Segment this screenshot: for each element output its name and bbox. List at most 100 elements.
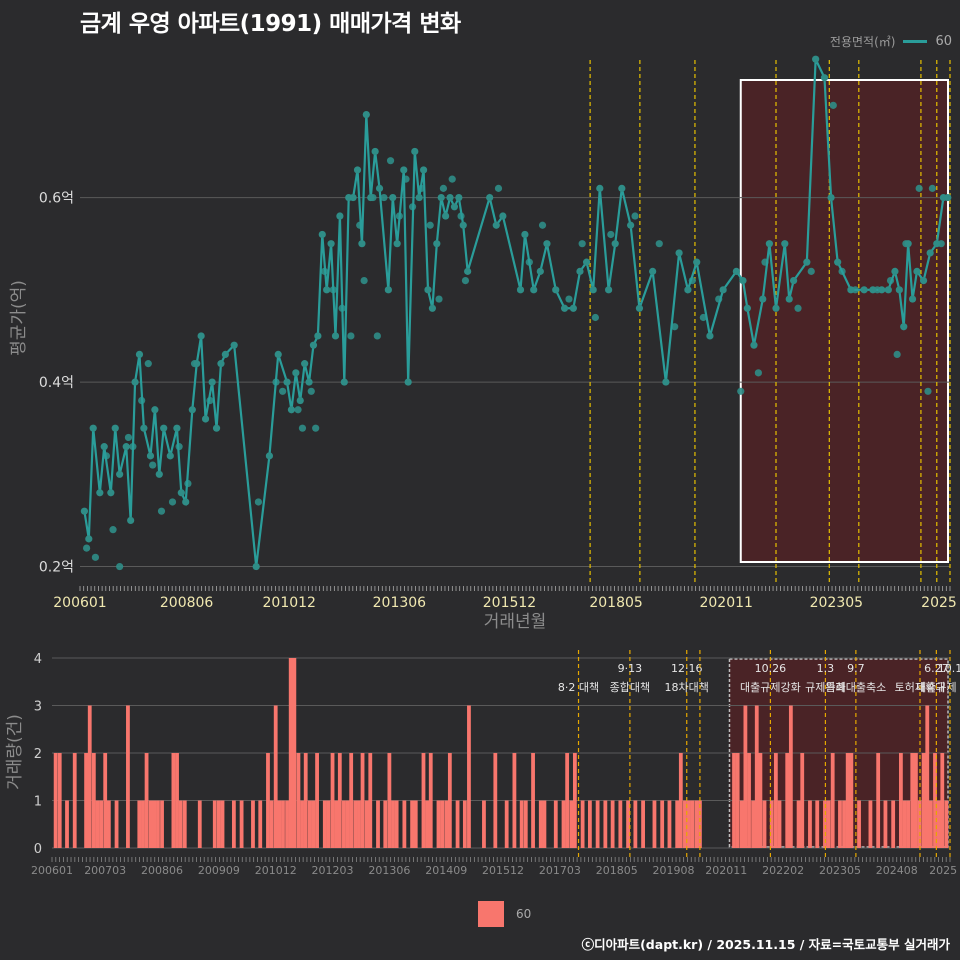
- price-point: [450, 203, 459, 211]
- y-tick-label: 0.4억: [39, 375, 74, 391]
- price-point: [904, 240, 912, 248]
- price-point: [177, 489, 185, 497]
- volume-bar: [220, 800, 225, 848]
- volume-bar: [334, 800, 339, 848]
- price-point: [627, 221, 635, 229]
- volume-bar: [769, 800, 774, 848]
- price-point: [900, 323, 908, 331]
- scatter-point: [591, 313, 599, 322]
- volume-bar: [493, 753, 498, 848]
- legend-area: 전용면적(㎡) 60: [830, 33, 952, 50]
- volume-bar: [910, 753, 915, 848]
- price-point: [212, 424, 221, 432]
- volume-bar: [99, 800, 104, 848]
- volume-bar: [144, 753, 149, 848]
- price-point: [393, 240, 401, 248]
- volume-bar: [330, 753, 335, 848]
- price-point: [860, 286, 868, 294]
- price-point: [569, 304, 577, 312]
- scatter-point: [157, 507, 166, 515]
- volume-bar: [667, 800, 672, 848]
- y-tick-label-volume: 0: [34, 842, 42, 857]
- price-point: [201, 415, 210, 423]
- price-point: [486, 193, 494, 202]
- volume-bar: [326, 800, 331, 848]
- volume-bar: [572, 753, 577, 848]
- scatter-point: [144, 360, 152, 368]
- volume-bar: [940, 753, 945, 848]
- volume-bar: [53, 753, 58, 848]
- x-tick-label: 200806: [160, 595, 214, 611]
- price-point: [895, 286, 903, 294]
- x-tick-label-volume: 200703: [84, 864, 126, 877]
- volume-bar: [95, 800, 100, 848]
- volume-bar: [137, 800, 142, 848]
- x-tick-label-volume: 202011: [705, 864, 747, 877]
- volume-bar: [739, 800, 744, 848]
- price-point: [611, 240, 619, 248]
- volume-bar: [618, 800, 623, 848]
- scatter-point: [448, 175, 456, 183]
- volume-bar: [303, 753, 308, 848]
- scatter-point: [360, 277, 368, 285]
- price-point: [182, 498, 190, 506]
- price-point: [296, 396, 304, 405]
- volume-bar: [936, 800, 941, 848]
- volume-bar: [65, 800, 69, 848]
- policy-name: 종합대책: [610, 681, 650, 694]
- price-point: [605, 286, 613, 294]
- scatter-point: [380, 193, 388, 202]
- policy-name: 토허제확대: [895, 681, 946, 694]
- price-point: [803, 258, 811, 266]
- price-point: [781, 240, 789, 248]
- price-point: [750, 341, 758, 349]
- volume-bar: [84, 753, 89, 848]
- price-point: [596, 184, 604, 192]
- price-point: [433, 240, 441, 248]
- volume-bar: [743, 705, 748, 848]
- policy-date: 6.27: [924, 662, 949, 675]
- scatter-point: [109, 526, 117, 534]
- volume-bar: [823, 800, 827, 848]
- price-point: [820, 74, 829, 82]
- policy-date: 10.1: [938, 662, 960, 675]
- volume-bar: [845, 753, 850, 848]
- price-point: [309, 341, 318, 349]
- price-point: [274, 350, 282, 358]
- scatter-point: [928, 184, 936, 192]
- price-point: [834, 258, 842, 266]
- volume-bar: [152, 800, 157, 848]
- volume-bar: [683, 800, 687, 848]
- volume-bar: [281, 800, 285, 848]
- source-footer: ⓒ디아파트(dapt.kr) / 2025.11.15 / 자료=국토교통부 실…: [581, 937, 950, 952]
- volume-bar: [175, 753, 179, 848]
- scatter-point: [699, 313, 707, 322]
- volume-bar: [413, 800, 418, 848]
- price-point: [197, 332, 205, 340]
- scatter-point: [124, 433, 133, 442]
- scatter-point: [435, 295, 443, 303]
- volume-bar: [212, 800, 217, 848]
- policy-name: 대출규제: [916, 681, 956, 694]
- price-point: [188, 406, 196, 414]
- volume-bar: [925, 705, 930, 848]
- scatter-point: [754, 369, 762, 377]
- volume-bar: [921, 753, 926, 848]
- price-point: [437, 193, 445, 202]
- x-tick-label-volume: 201306: [368, 864, 410, 877]
- volume-bar: [87, 705, 92, 848]
- volume-bar: [285, 800, 289, 848]
- price-point: [327, 240, 335, 248]
- legend-volume: 60: [478, 901, 531, 927]
- volume-bar: [944, 800, 949, 848]
- price-point: [812, 55, 820, 63]
- y-axis-title-volume: 거래량(건): [5, 714, 25, 790]
- volume-bar: [758, 753, 763, 848]
- price-point: [765, 240, 773, 248]
- volume-bar: [641, 800, 645, 848]
- volume-bar: [735, 753, 740, 848]
- legend-value: 60: [935, 34, 952, 49]
- price-point: [560, 304, 569, 312]
- volume-bar: [482, 800, 486, 848]
